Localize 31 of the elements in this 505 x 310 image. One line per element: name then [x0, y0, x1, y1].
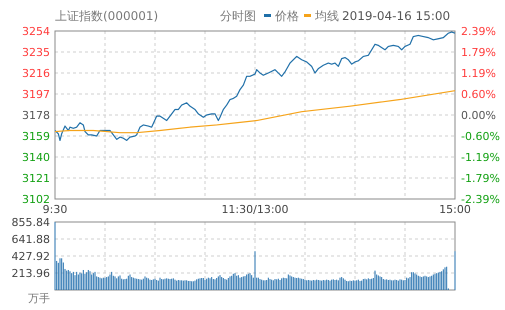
y-tick-label: 3216	[22, 67, 50, 80]
y2-tick-label: 0.60%	[461, 88, 496, 101]
y-tick-label: 641.88	[12, 233, 50, 246]
text: 2019-04-16 15:00	[342, 9, 450, 23]
y2-tick-label: -1.19%	[461, 150, 500, 164]
y-axis-title: 万手	[28, 292, 50, 305]
y-tick-label: 3178	[22, 109, 50, 122]
y-tick-label: 427.92	[12, 250, 50, 263]
chart-title: 上证指数(000001)	[55, 9, 158, 23]
y-tick-label: 3197	[22, 88, 50, 101]
y-tick-label: 3235	[22, 46, 50, 59]
y2-tick-label: 2.39%	[461, 25, 496, 38]
legend-label: 均线	[314, 9, 339, 23]
legend-label: 价格	[274, 9, 299, 23]
y-tick-label: 855.84	[12, 216, 50, 229]
y-tick-label: 3254	[22, 25, 50, 38]
y-tick-label: 3140	[22, 151, 50, 164]
y2-tick-label: -0.60%	[461, 130, 500, 144]
y2-tick-label: -1.79%	[461, 172, 500, 185]
y2-tick-label: -2.39%	[461, 193, 500, 206]
x-tick-label: 9:30	[42, 203, 68, 216]
chart-subtitle: 分时图	[220, 9, 256, 23]
y2-tick-label: 1.19%	[461, 67, 496, 80]
y-tick-label: 3121	[22, 172, 50, 185]
y2-tick-label: 0.00%	[461, 109, 496, 122]
x-tick-label: 11:30/13:00	[221, 203, 289, 216]
y-tick-label: 3102	[22, 193, 50, 206]
y-tick-label: 3159	[22, 130, 50, 143]
y-tick-label: 213.96	[12, 267, 50, 280]
y2-tick-label: 1.79%	[461, 46, 496, 60]
x-tick-label: 15:00	[439, 203, 471, 216]
